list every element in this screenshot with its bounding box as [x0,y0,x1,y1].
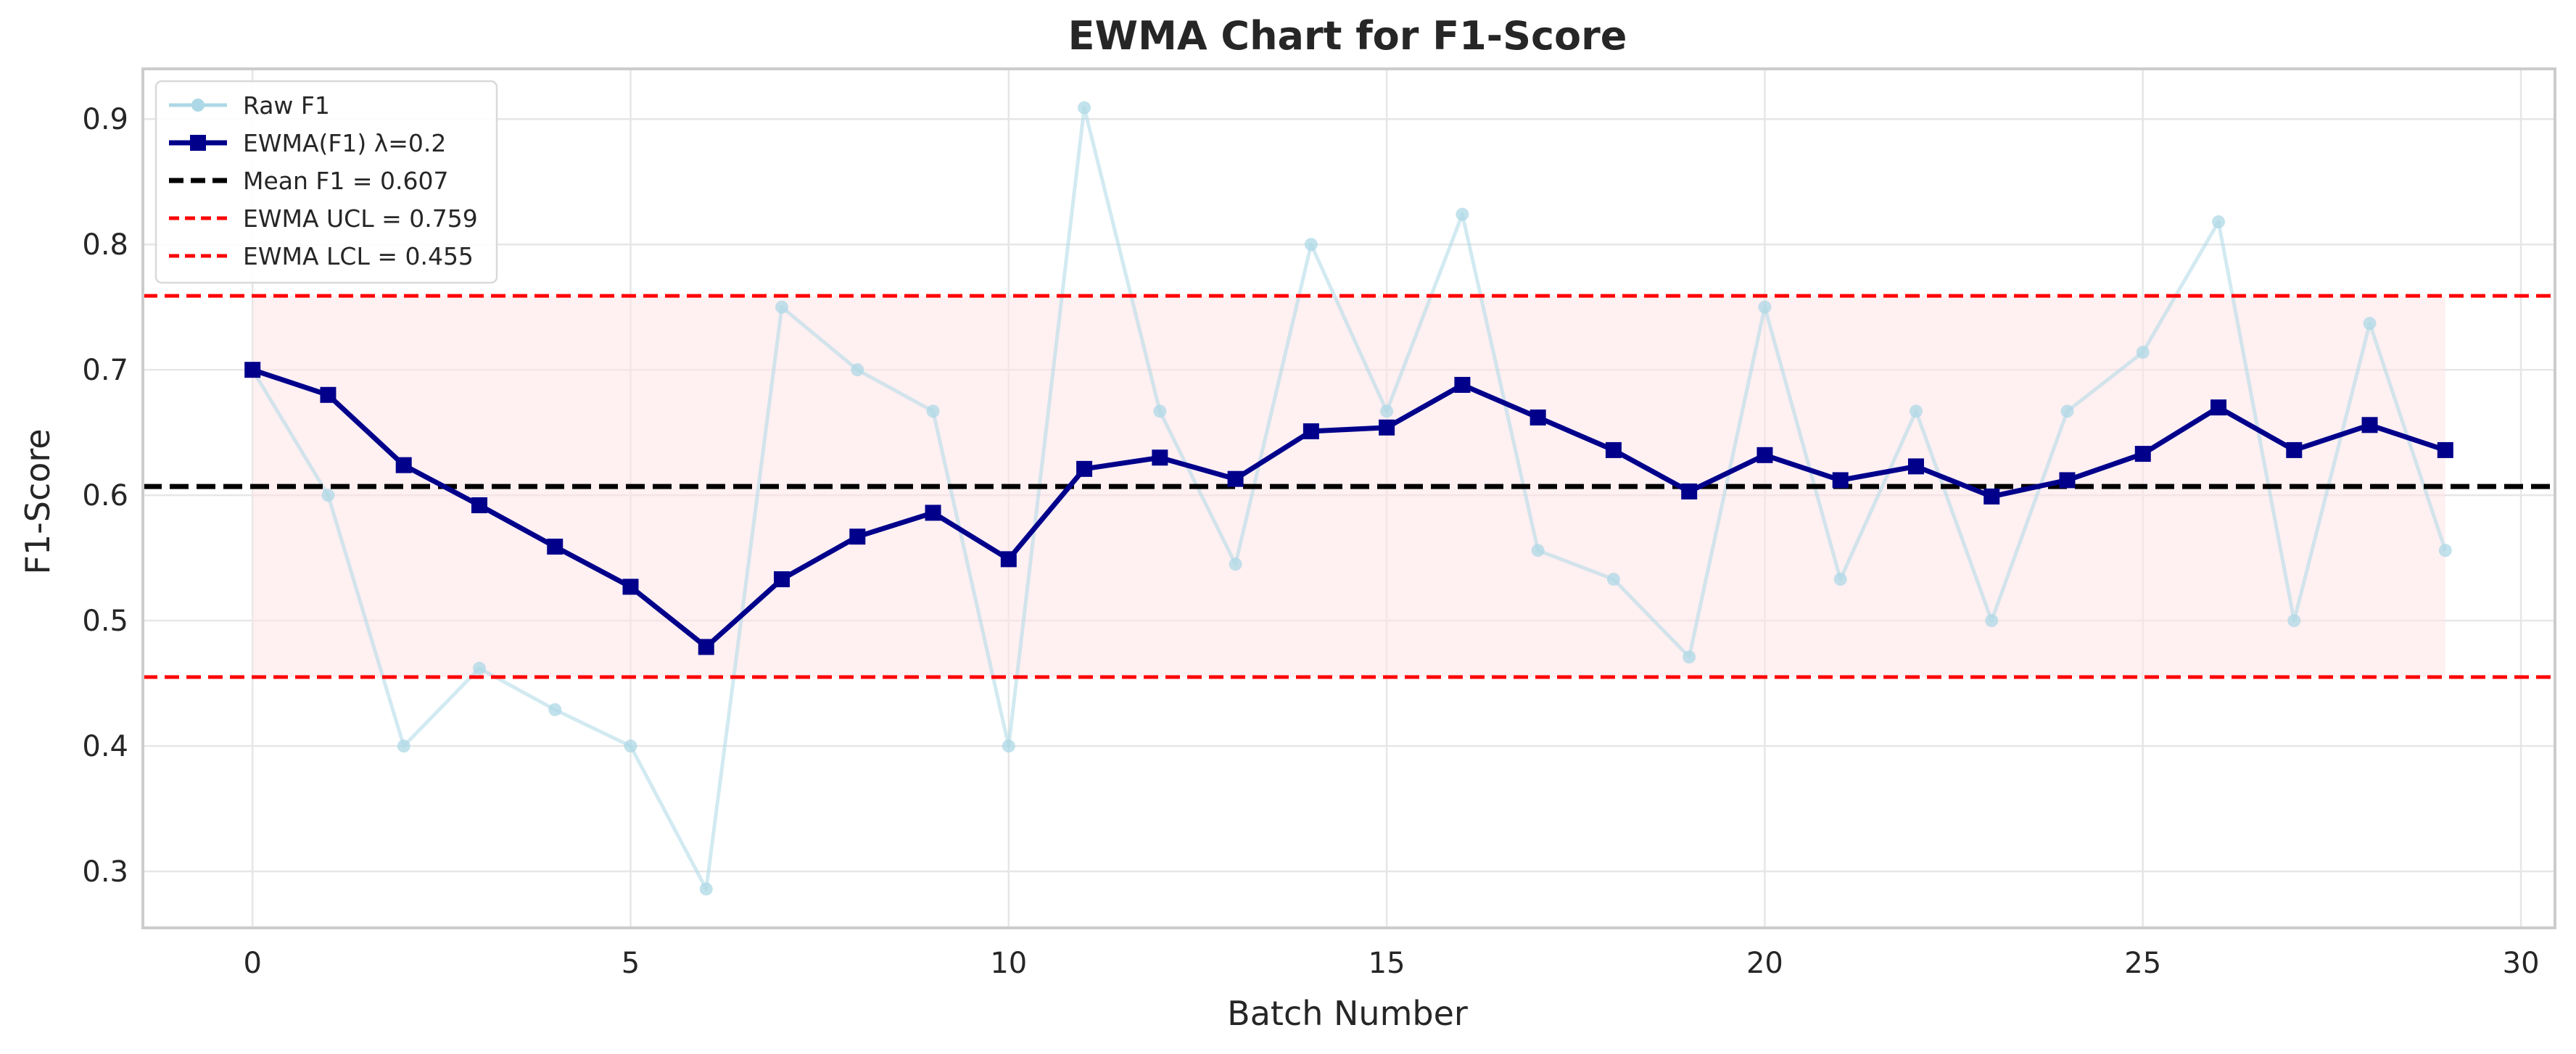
x-tick-label: 20 [1746,947,1783,980]
ewma-point [1530,409,1546,426]
raw-f1-point [624,739,637,753]
ewma-line [252,367,2446,650]
ewma-point [698,639,714,655]
ewma-point [320,386,337,403]
raw-f1-point [472,661,486,675]
y-tick-label: 0.5 [82,605,128,638]
y-tick-label: 0.7 [82,354,128,387]
ewma-point [1832,472,1849,489]
legend-marker [190,135,206,151]
ewma-point [1000,551,1017,568]
raw-f1-point [699,882,713,896]
legend-label: Mean F1 = 0.607 [243,167,448,195]
ewma-point [774,571,790,588]
raw-f1-point [1531,544,1545,557]
raw-f1-point [1606,573,1620,586]
ewma-point [1227,470,1244,487]
raw-f1-point [2363,317,2377,331]
raw-f1-point [1985,614,1999,628]
ewma-point [1605,441,1622,458]
y-tick-label: 0.6 [82,479,128,513]
raw-f1-point [1758,300,1772,314]
legend-label: Raw F1 [243,91,330,120]
raw-f1-point [397,739,410,753]
raw-f1-point [1153,404,1167,418]
y-tick-label: 0.9 [82,103,128,136]
ewma-point [1907,458,1924,475]
ewma-point [395,457,412,473]
raw-f1-point [1380,404,1394,418]
raw-f1-point [2212,215,2226,229]
ewma-point [2286,441,2303,458]
raw-f1-point [926,404,940,418]
x-tick-label: 0 [243,947,261,980]
x-tick-label: 15 [1368,947,1405,980]
ewma-point [1303,423,1319,439]
ewma-point [1756,447,1773,463]
raw-f1-point [2060,404,2074,418]
ewma-point [1454,376,1471,393]
x-axis-label: Batch Number [1227,994,1468,1033]
raw-f1-point [2136,345,2150,359]
legend-label: EWMA(F1) λ=0.2 [243,129,446,157]
raw-f1-point [1909,404,1923,418]
y-tick-label: 0.8 [82,228,128,262]
x-tick-label: 25 [2124,947,2161,980]
raw-f1-point [1833,573,1847,586]
raw-f1-point [321,489,335,502]
ewma-point [2437,441,2453,458]
raw-f1-point [1229,557,1242,571]
ewma-point [244,362,261,378]
ewma-point [2134,446,2151,462]
y-axis-label: F1-Score [18,428,57,574]
y-tick-label: 0.4 [82,730,128,763]
ewma-point [547,539,564,555]
raw-f1-point [1002,739,1015,753]
legend-box [154,80,498,284]
ewma-point [849,528,866,545]
raw-f1-point [2438,544,2452,557]
x-tick-label: 10 [990,947,1027,980]
ewma-point [1152,449,1168,466]
legend: Raw F1 EWMA(F1) λ=0.2 Mean F1 = 0.607 EWMA … [154,80,498,284]
plot-frame [141,67,2556,929]
x-tick-label: 30 [2503,947,2540,980]
raw-f1-point [775,300,789,314]
ewma-point [471,497,487,514]
raw-f1-point [851,363,864,377]
legend-marker [191,99,205,112]
ewma-point [925,505,941,521]
plot-area: 0 5 10 15 20 25 30 0.3 0.4 0.5 0.6 0.7 0.8 0.9 [82,67,2556,980]
legend-label: EWMA UCL = 0.759 [243,204,478,233]
ewma-point [1379,419,1395,436]
raw-f1-point [1456,207,1469,221]
legend-label: EWMA LCL = 0.455 [243,242,474,270]
raw-f1-line [251,106,2448,891]
raw-f1-point [1304,238,1318,252]
ewma-point [2361,417,2378,433]
raw-f1-point [1078,101,1091,115]
chart-title: EWMA Chart for F1-Score [1068,13,1627,59]
y-tick-label: 0.3 [82,855,128,889]
ewma-point [622,578,639,595]
x-tick-label: 5 [622,947,640,980]
ewma-point [1983,488,2000,505]
ewma-point [1681,483,1698,499]
raw-f1-point [1683,650,1696,664]
ewma-point [2059,472,2076,489]
raw-f1-point [2287,614,2301,628]
ewma-point [2210,399,2227,416]
raw-f1-point [548,702,562,716]
ewma-point [1076,460,1093,477]
